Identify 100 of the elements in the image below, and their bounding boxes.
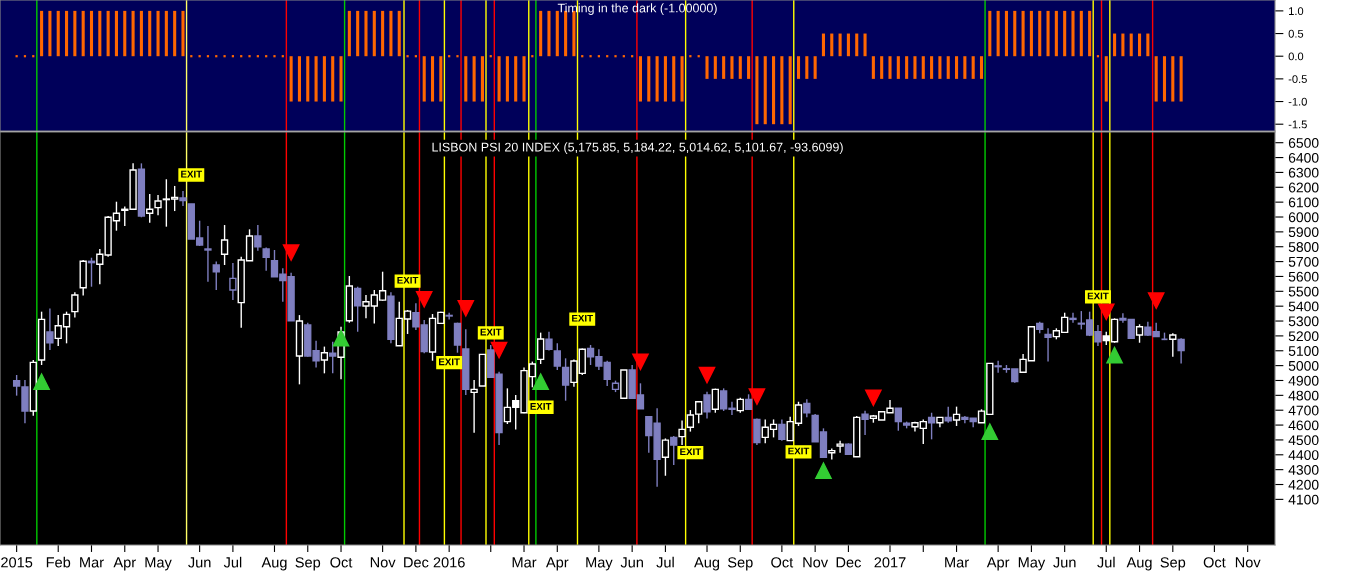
bar bbox=[805, 56, 809, 79]
bar bbox=[1104, 56, 1108, 102]
bar bbox=[331, 56, 335, 102]
bar bbox=[672, 56, 676, 102]
bar bbox=[1021, 10, 1025, 57]
x-tick-label: Sep bbox=[295, 557, 321, 571]
bar bbox=[555, 10, 559, 57]
point bbox=[632, 353, 649, 371]
bar bbox=[880, 56, 884, 79]
bar bbox=[730, 56, 734, 79]
bar bbox=[156, 10, 160, 57]
y-tick-label: 5500 bbox=[1288, 286, 1319, 297]
candlestick bbox=[71, 291, 79, 319]
bar bbox=[306, 56, 310, 102]
bar bbox=[547, 10, 551, 57]
x-tick-label: Oct bbox=[1203, 557, 1226, 568]
candlestick bbox=[353, 286, 362, 333]
bar bbox=[456, 55, 459, 58]
y-tick-label: 6500 bbox=[1288, 138, 1319, 148]
bar bbox=[838, 33, 842, 57]
bar bbox=[1004, 10, 1008, 57]
y-tick-label: 4700 bbox=[1288, 405, 1319, 416]
bar bbox=[796, 56, 801, 79]
x-tick-label: 2017 bbox=[874, 557, 906, 568]
bar bbox=[988, 10, 992, 57]
bar bbox=[821, 33, 826, 57]
y-tick-label: 6200 bbox=[1288, 182, 1319, 193]
y-tick-label: 6400 bbox=[1288, 152, 1319, 163]
bar bbox=[248, 55, 251, 58]
bar bbox=[1046, 10, 1050, 57]
bar bbox=[406, 55, 409, 58]
y-tick-label: 4800 bbox=[1288, 390, 1319, 401]
y-tick-label: 6300 bbox=[1288, 167, 1319, 178]
candlestick bbox=[553, 342, 561, 371]
bar bbox=[314, 56, 318, 102]
bar bbox=[89, 10, 94, 57]
point bbox=[1097, 303, 1115, 321]
annotation: EXIT bbox=[788, 447, 810, 455]
bar bbox=[164, 10, 168, 57]
bar bbox=[114, 10, 118, 57]
x-tick-label: Aug bbox=[1126, 557, 1152, 571]
bar bbox=[497, 56, 501, 102]
bar bbox=[955, 56, 959, 79]
x-tick-label: Feb bbox=[46, 556, 71, 568]
candlestick bbox=[179, 190, 187, 207]
annotation: EXIT bbox=[181, 170, 203, 178]
bar bbox=[339, 56, 343, 102]
bar bbox=[938, 56, 942, 79]
candlestick bbox=[952, 405, 961, 427]
x-tick-label: Aug bbox=[694, 557, 720, 571]
y-tick-label: -1.5 bbox=[1288, 120, 1307, 129]
y-tick-label: 5000 bbox=[1288, 360, 1319, 371]
point bbox=[815, 462, 832, 480]
bar bbox=[381, 10, 385, 57]
point bbox=[282, 244, 300, 262]
bar bbox=[1038, 10, 1042, 57]
y-tick-label: 5200 bbox=[1288, 331, 1319, 342]
bar bbox=[422, 56, 426, 102]
candlestick bbox=[154, 194, 162, 217]
bar bbox=[289, 56, 293, 102]
x-tick-label: Sep bbox=[1160, 557, 1186, 571]
x-tick-label: 2016 bbox=[433, 557, 465, 568]
bar bbox=[40, 10, 44, 57]
candlestick bbox=[670, 435, 678, 466]
x-tick-label: Mar bbox=[512, 557, 537, 568]
x-tick-label: Jul bbox=[223, 556, 242, 568]
annotation: EXIT bbox=[1087, 292, 1109, 300]
text: LISBON PSI 20 INDEX (5,175.85, 5,184.22, 5,014.62, 5,101.67, -93.6099) bbox=[432, 142, 843, 154]
y-tick-label: 4600 bbox=[1288, 420, 1319, 431]
bar bbox=[514, 56, 518, 102]
bar bbox=[1162, 56, 1167, 102]
bar bbox=[148, 10, 152, 57]
candlestick bbox=[1044, 327, 1052, 363]
bar bbox=[48, 10, 52, 57]
bar bbox=[297, 56, 301, 102]
x-tick-label: Mar bbox=[945, 557, 969, 568]
candlestick bbox=[678, 419, 686, 446]
x-tick-label: Nov bbox=[370, 557, 396, 568]
bar bbox=[539, 10, 543, 57]
annotation: EXIT bbox=[572, 314, 593, 322]
x-tick-label: Apr bbox=[986, 557, 1010, 571]
y-tick-label: 5100 bbox=[1288, 346, 1319, 356]
bar bbox=[888, 56, 892, 79]
bar bbox=[1113, 33, 1117, 57]
bar bbox=[1171, 56, 1175, 102]
bar bbox=[930, 56, 934, 79]
candlestick bbox=[46, 307, 54, 351]
y-tick-label: 5800 bbox=[1288, 242, 1319, 252]
bar bbox=[1054, 10, 1058, 57]
bar bbox=[1121, 33, 1125, 57]
candlestick bbox=[778, 418, 786, 442]
candlestick bbox=[470, 379, 478, 434]
y-tick-label: 0.0 bbox=[1288, 52, 1304, 61]
bar bbox=[846, 33, 850, 57]
bar bbox=[896, 56, 900, 79]
point bbox=[865, 389, 882, 407]
bar bbox=[1029, 10, 1033, 57]
x-tick-label: Jun bbox=[1053, 557, 1076, 568]
annotation: EXIT bbox=[530, 403, 552, 410]
bar bbox=[322, 56, 326, 102]
